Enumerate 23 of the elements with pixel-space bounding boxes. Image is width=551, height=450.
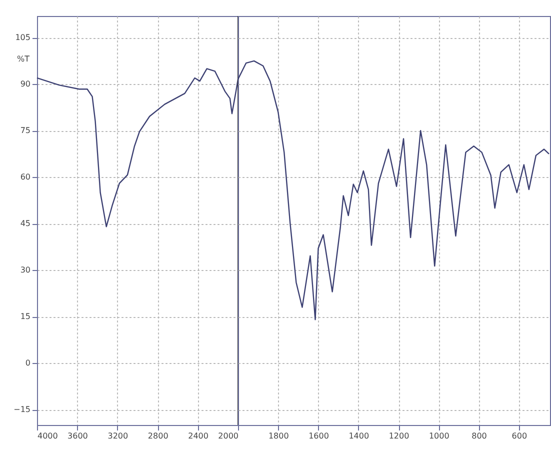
y-tick-label: −15 xyxy=(14,405,30,414)
y-tick-label: 75 xyxy=(20,126,30,136)
x-tick-label: 1000 xyxy=(428,432,450,440)
x-tick-label: 1600 xyxy=(308,432,329,440)
x-tick-label: 2000 xyxy=(218,432,238,440)
y-tick-label: 0 xyxy=(25,358,30,368)
y-tick-label: 30 xyxy=(20,266,30,275)
x-tick-label: 1800 xyxy=(268,432,289,440)
y-tick-label: 105 xyxy=(15,33,30,42)
x-tick-label: 4000 xyxy=(38,432,58,440)
x-tick-label: 1400 xyxy=(348,432,370,440)
y-tick-label: 45 xyxy=(20,219,30,228)
x-tick-label: 1200 xyxy=(388,432,410,440)
x-tick-label: 3200 xyxy=(108,432,128,440)
x-tick-label: 600 xyxy=(512,432,528,440)
y-tick-label: 15 xyxy=(20,312,30,322)
y-axis-title: %T xyxy=(17,54,30,64)
y-tick-label: 60 xyxy=(20,172,30,182)
x-tick-label: 2800 xyxy=(148,432,168,440)
y-tick-label: 90 xyxy=(20,80,30,89)
x-tick-label: 3600 xyxy=(68,432,88,440)
x-tick-label: 800 xyxy=(472,432,487,440)
x-tick-label: 2400 xyxy=(188,432,208,440)
